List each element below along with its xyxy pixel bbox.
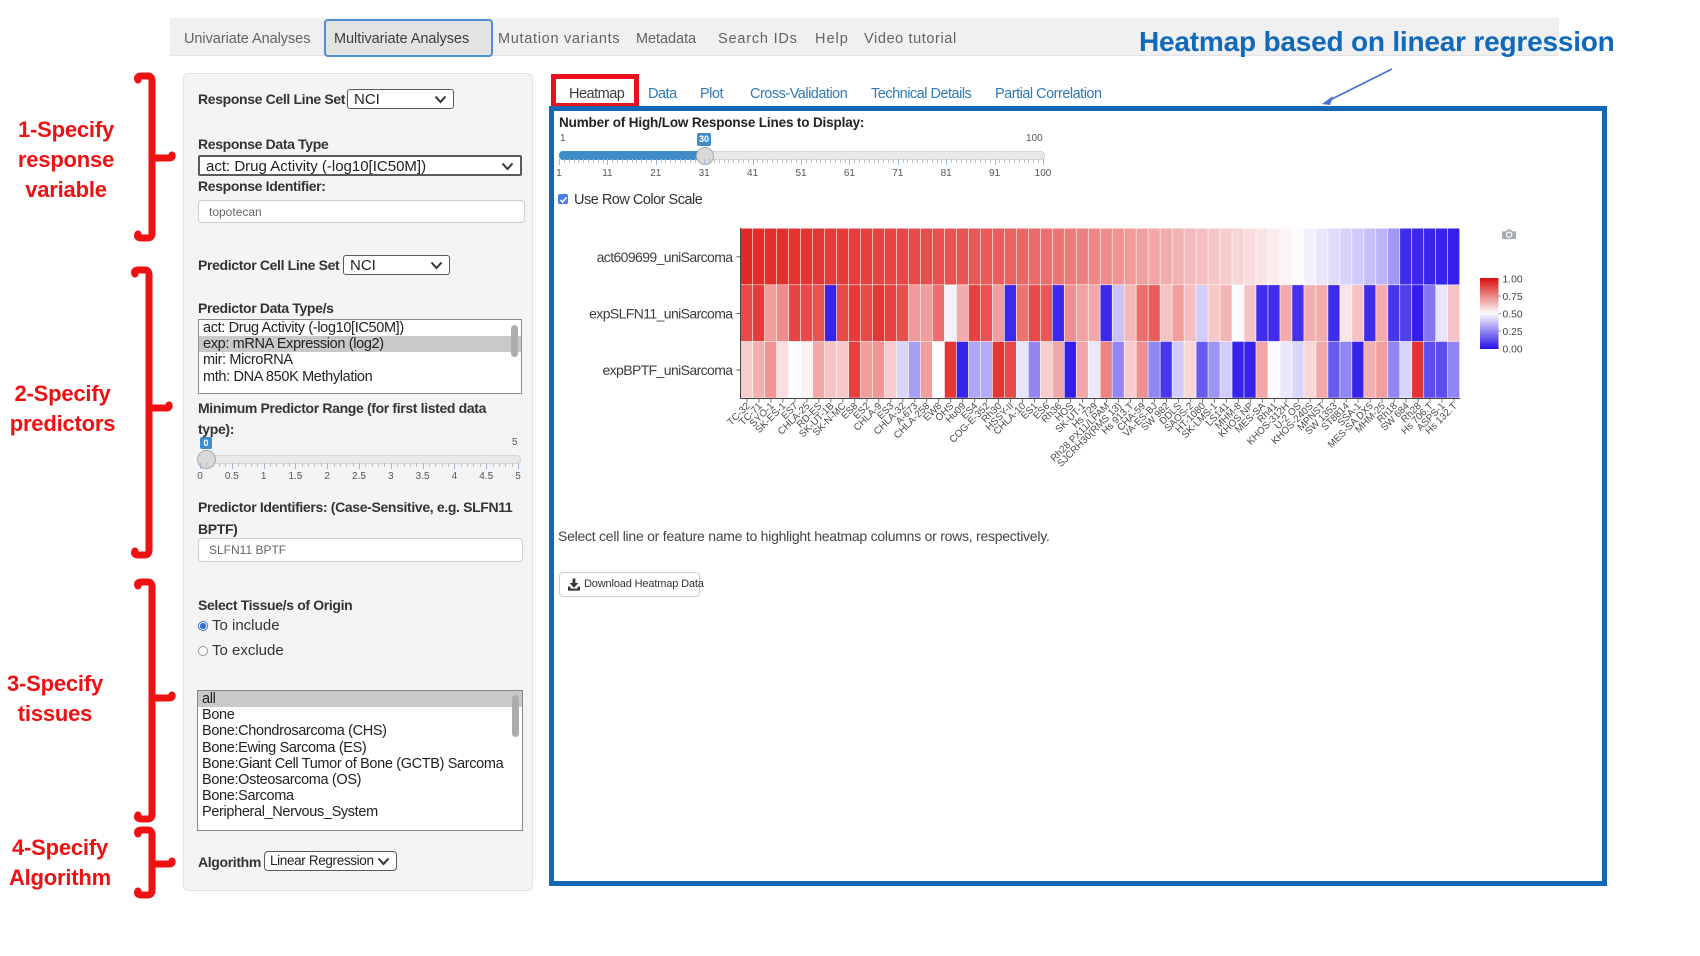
svg-text:act609699_uniSarcoma: act609699_uniSarcoma xyxy=(597,249,734,265)
svg-text:0.25: 0.25 xyxy=(1503,327,1523,338)
svg-text:1.00: 1.00 xyxy=(1503,275,1523,286)
svg-text:expSLFN11_uniSarcoma: expSLFN11_uniSarcoma xyxy=(589,305,733,321)
svg-text:0.75: 0.75 xyxy=(1503,292,1523,303)
svg-text:expBPTF_uniSarcoma: expBPTF_uniSarcoma xyxy=(602,362,733,378)
svg-text:0.00: 0.00 xyxy=(1503,345,1523,356)
svg-text:0.50: 0.50 xyxy=(1503,310,1523,321)
